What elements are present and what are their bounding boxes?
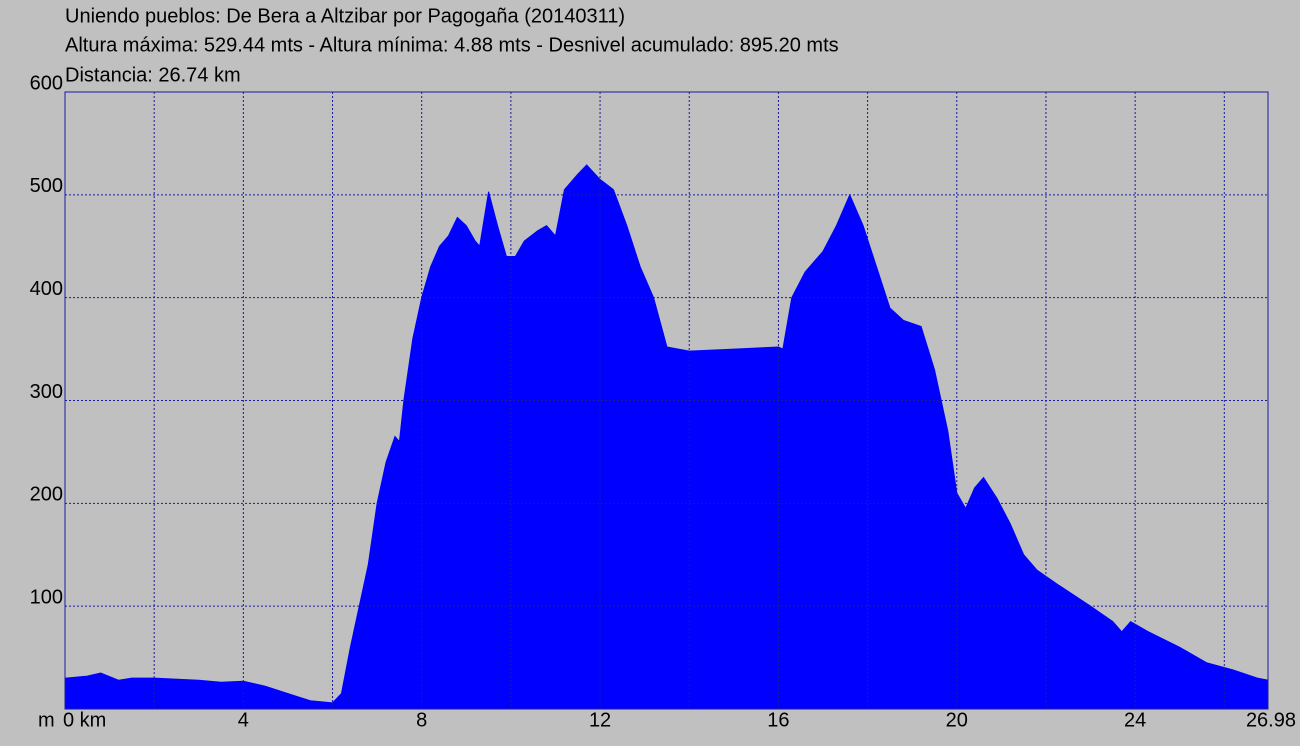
chart-subtitle: Altura máxima: 529.44 mts - Altura mínim… [65, 34, 839, 56]
y-tick-label: 300 [30, 381, 63, 403]
x-tick-label: 26.98 [1246, 709, 1296, 731]
y-tick-label: 400 [30, 278, 63, 300]
chart-title: Uniendo pueblos: De Bera a Altzibar por … [65, 5, 625, 27]
annotation: Distancia: 26.74 km [65, 64, 241, 86]
x-tick-label: 8 [416, 709, 427, 731]
y-axis-label: m [38, 709, 55, 731]
plot-frame [64, 91, 1269, 710]
x-tick-label: 0 km [63, 709, 106, 731]
x-tick-label: 16 [767, 709, 789, 731]
x-tick-label: 20 [946, 709, 968, 731]
y-tick-label: 200 [30, 484, 63, 506]
y-tick-label: 500 [30, 175, 63, 197]
x-tick-label: 4 [238, 709, 249, 731]
x-tick-label: 24 [1124, 709, 1146, 731]
y-tick-label: 600 [30, 72, 63, 94]
elevation-area [64, 164, 1269, 710]
x-tick-label: 12 [589, 709, 611, 731]
y-tick-label: 100 [30, 586, 63, 608]
